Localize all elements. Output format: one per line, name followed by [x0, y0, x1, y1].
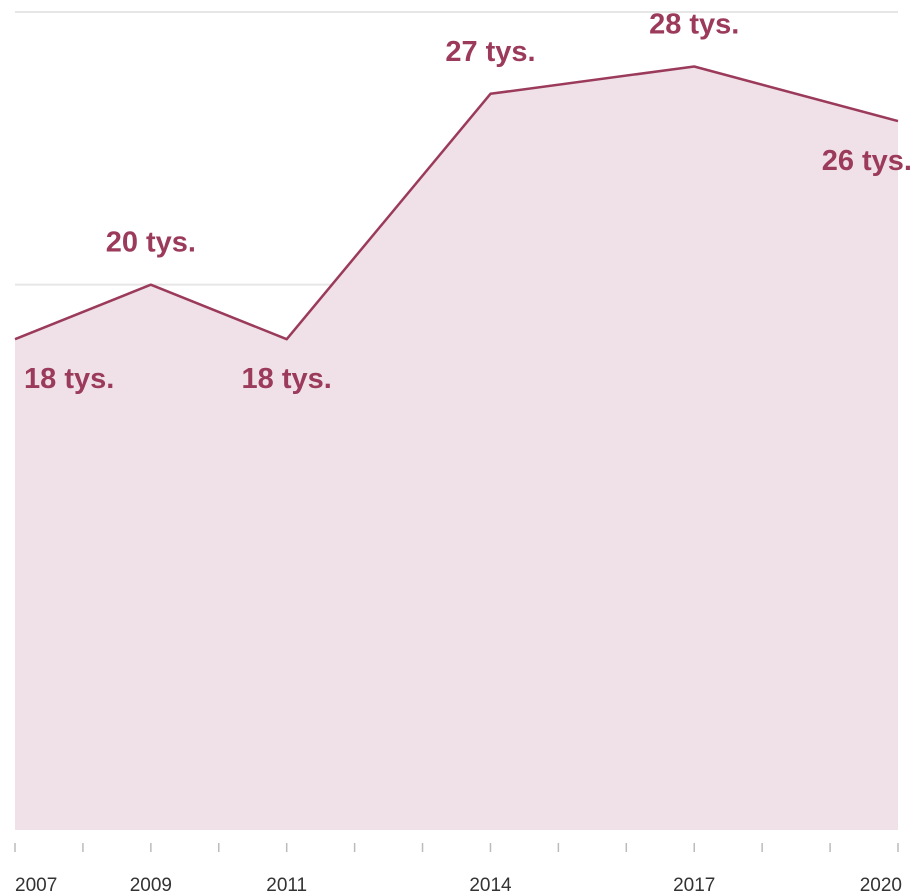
data-label: 28 tys. [649, 9, 739, 41]
x-tick-label: 2014 [469, 875, 512, 896]
area-fill [15, 66, 898, 830]
data-label: 18 tys. [242, 363, 332, 395]
x-axis-labels: 2007 2009 2011 2014 2017 2020 [15, 875, 902, 896]
x-tick-label: 2020 [860, 875, 902, 896]
data-labels: 18 tys. 20 tys. 18 tys. 27 tys. 28 tys. 26 ty… [24, 9, 912, 396]
data-label: 26 tys. [822, 145, 912, 177]
x-axis-ticks [14, 843, 899, 852]
data-label: 27 tys. [445, 36, 535, 68]
data-label: 18 tys. [24, 363, 114, 395]
x-tick-label: 2009 [130, 875, 172, 896]
x-tick-label: 2017 [673, 875, 715, 896]
x-tick-label: 2007 [15, 875, 57, 896]
series-line [14, 65, 899, 341]
x-tick-label: 2011 [266, 875, 307, 896]
data-label: 20 tys. [106, 227, 196, 259]
